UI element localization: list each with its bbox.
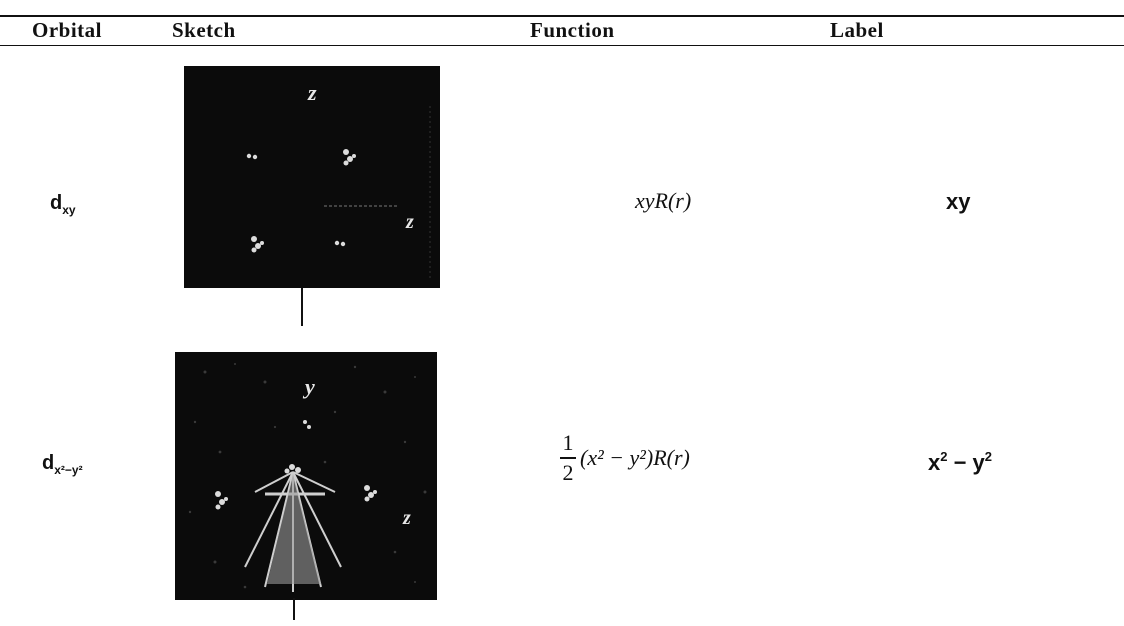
orbital-symbol: d bbox=[50, 192, 63, 214]
sketch-stem bbox=[293, 598, 295, 620]
sketch-axis-label: y bbox=[302, 374, 315, 399]
fraction-denominator: 2 bbox=[562, 459, 574, 485]
label-xy: xy bbox=[946, 189, 971, 214]
sketch-background bbox=[184, 66, 440, 288]
dxy-orbital-sketch: z z bbox=[184, 66, 440, 288]
function-expression: (x² − y²)R(r) bbox=[580, 444, 690, 470]
header-sketch: Sketch bbox=[172, 18, 236, 42]
label-superscript: 2 bbox=[940, 449, 948, 464]
label-x2-y2: x2 − y2 bbox=[928, 449, 992, 476]
fraction-bar bbox=[560, 457, 576, 459]
header-function: Function bbox=[530, 18, 615, 42]
burst-fill bbox=[267, 474, 321, 584]
header-label: Label bbox=[830, 18, 884, 42]
label-part: − y bbox=[947, 450, 985, 475]
dx2-y2-orbital-sketch: y z bbox=[175, 352, 437, 600]
table-header-rule bbox=[0, 45, 1124, 46]
sketch-axis-label: z bbox=[405, 211, 414, 233]
fraction-numerator: 1 bbox=[562, 430, 574, 455]
orbital-dxy: dxy bbox=[50, 192, 76, 217]
orbital-subscript: x²−y² bbox=[54, 463, 83, 477]
sketch-noise bbox=[188, 363, 427, 589]
function-dxy: xyR(r) bbox=[635, 188, 692, 213]
label-part: x bbox=[928, 450, 941, 475]
sketch-stem bbox=[301, 288, 303, 326]
orbital-dx2-y2: dx²−y² bbox=[42, 452, 83, 477]
label-superscript: 2 bbox=[984, 449, 993, 464]
sketch-axis-label: z bbox=[402, 507, 411, 529]
sketch-axis-label: z bbox=[307, 80, 317, 105]
orbital-symbol: d bbox=[42, 452, 55, 474]
lobe-markers bbox=[246, 149, 356, 253]
fraction-one-half: 1 2 bbox=[560, 432, 576, 484]
function-dx2-y2: 1 2 (x² − y²)R(r) bbox=[560, 432, 690, 484]
lobe-markers bbox=[215, 420, 377, 510]
header-orbital: Orbital bbox=[32, 18, 102, 42]
table-top-rule bbox=[0, 15, 1124, 17]
orbital-subscript: xy bbox=[62, 203, 76, 217]
